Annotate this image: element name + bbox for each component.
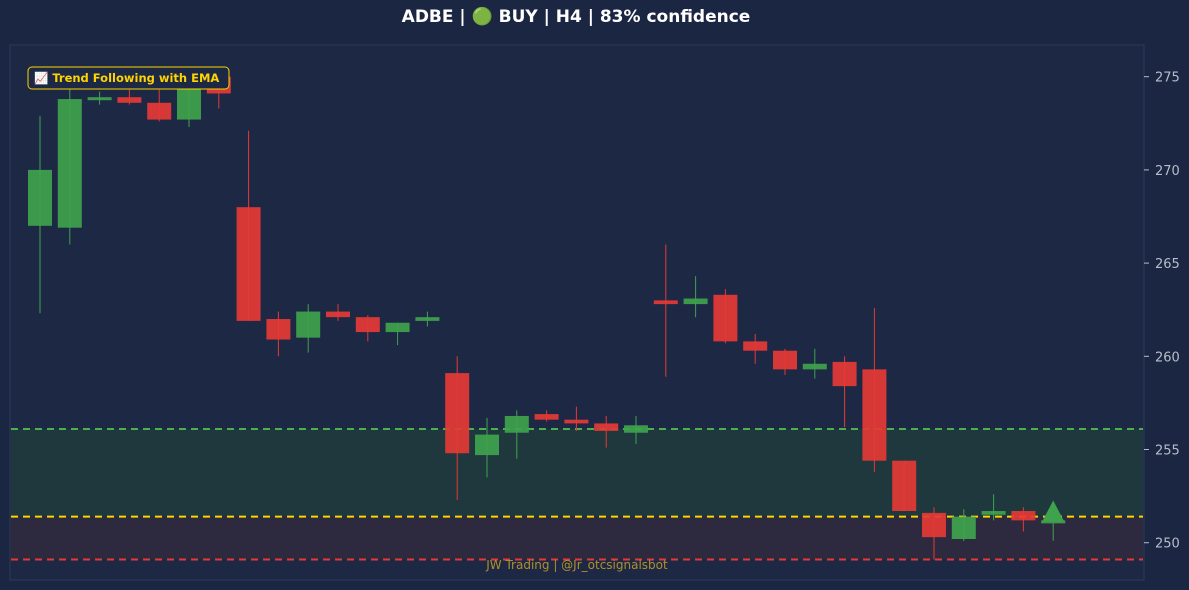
candle-body bbox=[475, 434, 499, 456]
candle-body bbox=[624, 425, 648, 433]
candle-body bbox=[773, 350, 797, 370]
y-tick-label: 265 bbox=[1155, 257, 1180, 272]
candle-body bbox=[236, 207, 261, 321]
candle-body bbox=[981, 511, 1006, 515]
candles-group bbox=[28, 69, 1066, 560]
candle-body bbox=[385, 322, 410, 333]
candle-body bbox=[296, 311, 321, 338]
candle-body bbox=[57, 99, 82, 228]
price-zones bbox=[11, 429, 1143, 560]
y-tick-label: 250 bbox=[1155, 537, 1180, 552]
candle-body bbox=[951, 516, 976, 539]
candle-body bbox=[147, 102, 172, 120]
buy-arrow-icon bbox=[1042, 500, 1065, 522]
candle-body bbox=[266, 319, 291, 340]
strategy-badge-text: 📈 Trend Following with EMA bbox=[34, 71, 219, 85]
candle-body bbox=[653, 300, 678, 305]
candle-body bbox=[713, 294, 738, 342]
candle-body bbox=[87, 97, 112, 101]
candle-body bbox=[1041, 520, 1066, 524]
y-axis: 250 255 260 265 270 275 bbox=[1144, 71, 1180, 552]
candle-body bbox=[355, 317, 380, 333]
signal-markers bbox=[1042, 500, 1065, 522]
candle-body bbox=[832, 361, 857, 387]
candle-body bbox=[415, 317, 440, 321]
candle-body bbox=[892, 460, 917, 512]
candle-body bbox=[922, 512, 946, 538]
candle-body bbox=[445, 373, 470, 454]
candle-body bbox=[683, 298, 708, 305]
candle-body bbox=[534, 414, 559, 420]
candle-body bbox=[504, 415, 529, 433]
candle-body bbox=[802, 363, 827, 370]
candle-body bbox=[862, 369, 887, 461]
candle-body bbox=[326, 311, 350, 318]
strategy-badge: 📈 Trend Following with EMA bbox=[27, 66, 230, 90]
y-tick-label: 275 bbox=[1155, 71, 1180, 86]
y-tick-label: 260 bbox=[1155, 350, 1180, 365]
strategy-badge-box bbox=[27, 66, 230, 90]
y-tick-label: 255 bbox=[1155, 444, 1180, 459]
candle-body bbox=[1011, 511, 1036, 521]
candle-body bbox=[594, 423, 619, 431]
chart-title: ADBE | 🟢 BUY | H4 | 83% confidence bbox=[401, 7, 751, 27]
candle-body bbox=[564, 419, 589, 424]
watermark: JW Trading | @Jr_otcsignalsbot bbox=[485, 558, 668, 572]
candle-body bbox=[28, 169, 52, 226]
candle-body bbox=[743, 341, 768, 351]
price-levels bbox=[11, 428, 1143, 561]
y-tick-label: 270 bbox=[1155, 164, 1180, 179]
candle-body bbox=[117, 97, 142, 103]
take-profit-zone bbox=[11, 429, 1143, 517]
